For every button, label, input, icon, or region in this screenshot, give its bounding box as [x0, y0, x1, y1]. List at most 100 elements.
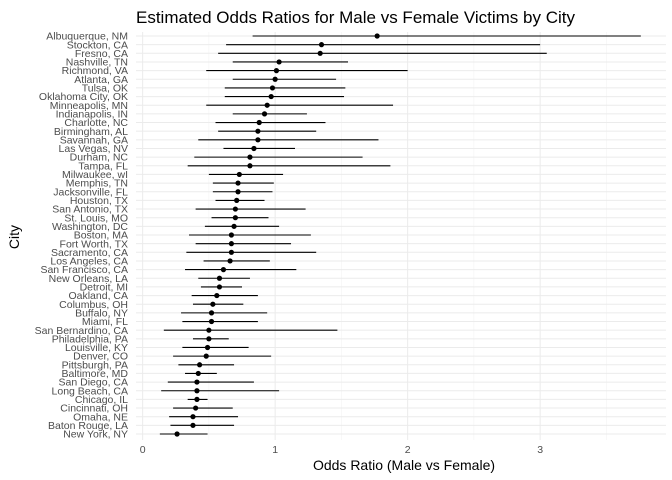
estimate-point: [236, 171, 242, 178]
city-label: San Bernardino, CA: [35, 325, 128, 337]
estimate-point: [227, 258, 233, 264]
estimate-point: [269, 85, 276, 91]
estimate-point: [272, 76, 278, 82]
estimate-point: [228, 249, 234, 255]
city-label: Philadelphia, PA: [52, 333, 128, 345]
city-label: New Orleans, LA: [49, 273, 128, 285]
estimate-point: [203, 353, 209, 359]
city-label: Los Angeles, CA: [50, 256, 128, 268]
estimate-point: [247, 154, 253, 160]
city-label: San Francisco, CA: [40, 264, 128, 276]
city-label: Denver, CO: [73, 351, 128, 363]
city-label: Charlotte, NC: [64, 117, 128, 129]
estimate-point: [232, 206, 238, 212]
confidence-intervals: [159, 35, 641, 435]
city-label: Tampa, FL: [78, 160, 128, 172]
city-label: Boston, MA: [74, 230, 128, 242]
estimate-point: [273, 68, 280, 74]
estimate-point: [317, 50, 323, 56]
estimate-point: [234, 197, 240, 203]
x-tick-label: 1: [272, 444, 278, 456]
estimate-point: [231, 223, 237, 229]
city-label: Indianapolis, IN: [56, 108, 128, 120]
city-label: Pittsburgh, PA: [62, 359, 128, 371]
city-label: Memphis, TN: [66, 178, 128, 190]
estimate-point: [194, 379, 200, 385]
estimate-point: [190, 422, 196, 428]
city-label: Miami, FL: [82, 316, 128, 328]
estimate-point: [220, 267, 227, 273]
city-label: Stockton, CA: [67, 39, 128, 51]
estimate-point: [255, 137, 261, 143]
city-label: Atlanta, GA: [74, 74, 128, 86]
city-label: Sacramento, CA: [51, 247, 128, 259]
estimate-point: [235, 189, 241, 195]
city-label: Washington, DC: [52, 221, 128, 233]
estimate-point: [374, 33, 380, 39]
estimate-point: [268, 93, 274, 100]
x-tick-label: 3: [537, 444, 543, 456]
city-label: Louisville, KY: [65, 342, 128, 354]
estimate-point: [206, 327, 212, 333]
estimate-point: [232, 215, 238, 221]
estimate-points: [174, 33, 380, 437]
city-label: Oakland, CA: [68, 290, 128, 302]
estimate-point: [251, 145, 257, 152]
city-label: Oklahoma City, OK: [39, 91, 128, 103]
estimate-point: [228, 241, 234, 247]
city-label: Birmingham, AL: [54, 126, 128, 138]
city-label: Baton Rouge, LA: [48, 420, 128, 432]
estimate-point: [214, 292, 220, 299]
city-label: Buffalo, NY: [75, 307, 128, 319]
city-label: Savannah, GA: [60, 134, 128, 146]
estimate-point: [194, 388, 200, 394]
y-axis-title: City: [6, 225, 22, 249]
city-label: Houston, TX: [70, 195, 128, 207]
city-label: Fresno, CA: [75, 48, 128, 60]
estimate-point: [195, 370, 201, 377]
estimate-point: [255, 128, 261, 134]
estimate-point: [228, 232, 234, 238]
city-label: Tulsa, OK: [82, 83, 128, 95]
city-label: Jacksonville, FL: [53, 186, 128, 198]
estimate-point: [210, 301, 216, 307]
estimate-point: [318, 42, 325, 48]
city-label: Omaha, NE: [73, 411, 128, 423]
city-label: Columbus, OH: [59, 299, 128, 311]
estimate-point: [206, 336, 212, 342]
city-label: Fort Worth, TX: [60, 238, 128, 250]
grid: [136, 32, 666, 440]
city-label: New York, NY: [63, 429, 128, 441]
estimate-point: [216, 275, 223, 281]
city-label: Cincinnati, OH: [60, 403, 128, 415]
estimate-point: [194, 396, 200, 402]
estimate-point: [235, 180, 241, 186]
city-label: Minneapolis, MN: [50, 100, 128, 112]
x-axis-title: Odds Ratio (Male vs Female): [313, 457, 495, 473]
estimate-point: [190, 414, 196, 420]
estimate-point: [216, 284, 223, 290]
estimate-point: [264, 102, 270, 108]
city-label: Richmond, VA: [62, 65, 128, 77]
estimate-point: [193, 405, 199, 411]
estimate-point: [208, 310, 215, 316]
estimate-point: [204, 344, 211, 351]
estimate-point: [247, 163, 253, 169]
estimate-point: [256, 119, 262, 126]
chart-title: Estimated Odds Ratios for Male vs Female…: [136, 8, 575, 27]
city-label: St. Louis, MO: [64, 212, 128, 224]
city-label: San Antonio, TX: [52, 204, 128, 216]
city-label: Detroit, MI: [80, 282, 128, 294]
city-label: Durham, NC: [70, 152, 129, 164]
x-tick-labels: 0 1 2 3: [140, 444, 544, 456]
city-label: Milwaukee, wI: [62, 169, 128, 181]
estimate-point: [174, 431, 180, 437]
estimate-point: [276, 59, 282, 65]
city-label: Nashville, TN: [66, 57, 128, 69]
x-tick-label: 0: [140, 444, 146, 456]
x-tick-label: 2: [405, 444, 411, 456]
city-label: Albuquerque, NM: [46, 31, 128, 43]
estimate-point: [197, 362, 203, 368]
